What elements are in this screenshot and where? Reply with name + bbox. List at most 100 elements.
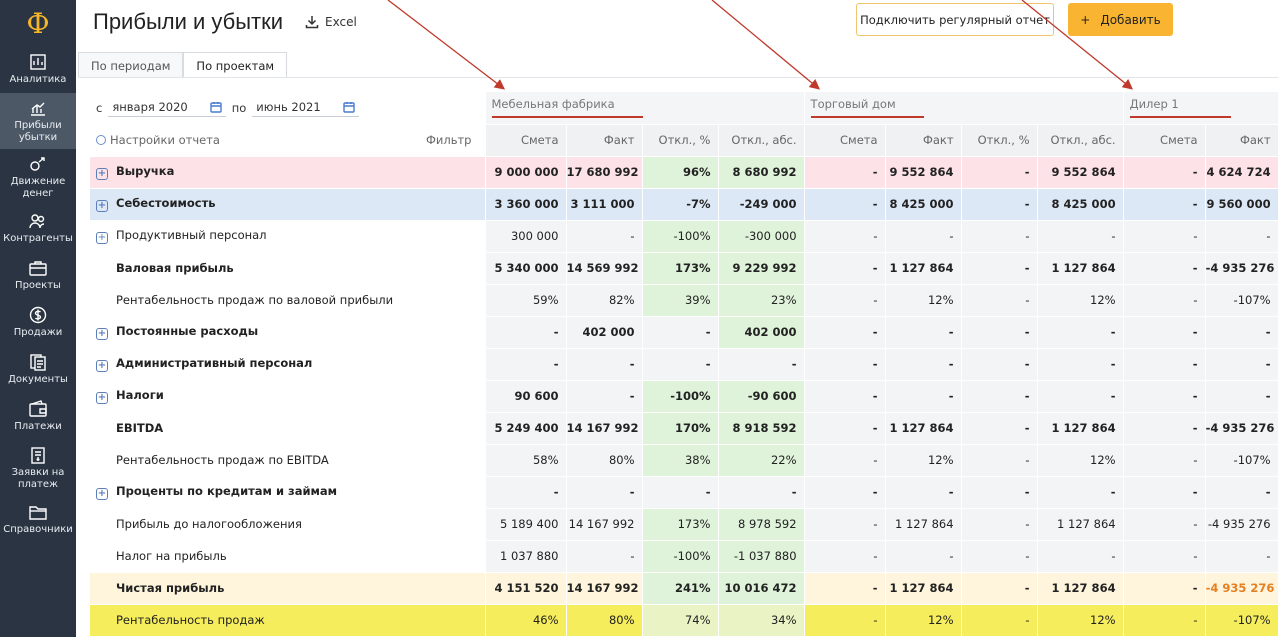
column-header[interactable]: Факт: [885, 124, 962, 157]
column-header[interactable]: Смета: [485, 124, 567, 157]
briefcase-icon: [28, 259, 48, 277]
table-cell: -: [1205, 540, 1278, 573]
table-cell: -: [1205, 220, 1278, 253]
table-cell: 173%: [642, 252, 719, 285]
row-label: Проценты по кредитам и займам: [116, 484, 338, 498]
table-cell: 8 978 592: [718, 508, 805, 541]
row-label-cell[interactable]: + Административный персонал: [90, 348, 486, 381]
table-cell: -: [1205, 380, 1278, 413]
add-button[interactable]: + Добавить: [1068, 3, 1173, 36]
expand-icon[interactable]: +: [96, 232, 108, 244]
report-settings-cell: Настройки отчета Фильтр: [90, 124, 486, 157]
sidebar-item-analytics[interactable]: Аналитика: [0, 46, 76, 93]
row-label: Продуктивный персонал: [116, 228, 267, 242]
table-cell: -: [1123, 156, 1206, 189]
sidebar-item-wallet[interactable]: Платежи: [0, 393, 76, 440]
table-row: + Выручка 9 000 000 17 680 992 96% 8 680 992-…: [90, 156, 1278, 189]
project-header-dealer: Дилер 1: [1123, 92, 1278, 125]
table-cell: 39%: [642, 284, 719, 317]
table-cell: -107%: [1205, 604, 1278, 637]
table-cell: -: [804, 476, 886, 509]
table-cell: 12%: [885, 444, 962, 477]
table-cell: -: [961, 348, 1038, 381]
expand-icon[interactable]: +: [96, 200, 108, 212]
table-cell: -4 935 276: [1205, 252, 1278, 285]
table-cell: 1 127 864: [1037, 508, 1124, 541]
table-cell: -: [961, 444, 1038, 477]
sidebar-item-briefcase[interactable]: Проекты: [0, 252, 76, 299]
row-label: Рентабельность продаж по EBITDA: [116, 453, 329, 467]
table-cell: -: [961, 156, 1038, 189]
table-row: + Административный персонал - - - - - - - - - -: [90, 348, 1278, 381]
table-cell: -: [804, 316, 886, 349]
excel-export-button[interactable]: Excel: [305, 15, 357, 29]
table-row: Рентабельность продаж по EBITDA 58% 80% 38%…: [90, 444, 1278, 477]
table-cell: -: [885, 476, 962, 509]
sidebar-item-documents[interactable]: Документы: [0, 346, 76, 393]
table-cell: -: [1123, 572, 1206, 605]
row-label: Прибыль до налогообложения: [116, 517, 302, 531]
column-header[interactable]: Факт: [566, 124, 643, 157]
row-label: Административный персонал: [116, 356, 313, 370]
schedule-report-button[interactable]: Подключить регулярный отчет: [856, 3, 1054, 36]
table-cell: 17 680 992: [566, 156, 643, 189]
row-label-cell: Прибыль до налогообложения: [90, 508, 486, 541]
table-cell: -: [804, 156, 886, 189]
row-label-cell[interactable]: + Себестоимость: [90, 188, 486, 221]
date-from-field[interactable]: января 2020: [108, 98, 226, 118]
column-header[interactable]: Откл., абс.: [1037, 124, 1124, 157]
table-cell: 1 037 880: [485, 540, 567, 573]
report-settings-link[interactable]: Настройки отчета: [96, 133, 220, 147]
sidebar-item-request[interactable]: Заявки на платеж: [0, 440, 76, 496]
expand-icon[interactable]: +: [96, 488, 108, 500]
row-label-cell[interactable]: + Проценты по кредитам и займам: [90, 476, 486, 509]
sidebar-item-profit[interactable]: Прибыли убытки: [0, 93, 76, 149]
column-header[interactable]: Откл., %: [642, 124, 719, 157]
tab-by-projects[interactable]: По проектам: [183, 52, 288, 78]
table-cell: -90 600: [718, 380, 805, 413]
sidebar-item-label: Аналитика: [9, 74, 67, 85]
table-cell: -: [1123, 380, 1206, 413]
table-cell: 14 569 992: [566, 252, 643, 285]
table-cell: -: [718, 348, 805, 381]
row-label-cell[interactable]: + Выручка: [90, 156, 486, 189]
sidebar-item-contacts[interactable]: Контрагенты: [0, 205, 76, 252]
column-header[interactable]: Факт: [1205, 124, 1278, 157]
expand-icon[interactable]: +: [96, 392, 108, 404]
expand-icon[interactable]: +: [96, 328, 108, 340]
table-cell: 173%: [642, 508, 719, 541]
sidebar-item-money-flow[interactable]: Движение денег: [0, 149, 76, 205]
table-cell: 3 111 000: [566, 188, 643, 221]
row-label-cell[interactable]: + Постоянные расходы: [90, 316, 486, 349]
calendar-icon[interactable]: [210, 101, 222, 113]
report-table-wrapper: с января 2020 по июнь 2021: [90, 92, 1278, 637]
sidebar-item-folder[interactable]: Справочники: [0, 496, 76, 543]
table-cell: 38%: [642, 444, 719, 477]
tab-by-periods[interactable]: По периодам: [78, 52, 184, 78]
table-cell: 1 127 864: [885, 572, 962, 605]
date-to-field[interactable]: июнь 2021: [252, 98, 359, 118]
filter-link[interactable]: Фильтр: [425, 133, 472, 147]
table-cell: 170%: [642, 412, 719, 445]
column-header[interactable]: Смета: [1123, 124, 1206, 157]
expand-icon[interactable]: +: [96, 360, 108, 372]
sidebar-item-label: Контрагенты: [3, 233, 73, 244]
row-label-cell[interactable]: + Налоги: [90, 380, 486, 413]
table-cell: -100%: [642, 380, 719, 413]
column-header[interactable]: Смета: [804, 124, 886, 157]
column-header[interactable]: Откл., %: [961, 124, 1038, 157]
table-cell: -: [1123, 316, 1206, 349]
project-header-trade: Торговый дом: [804, 92, 1124, 125]
expand-icon[interactable]: +: [96, 168, 108, 180]
column-header[interactable]: Откл., абс.: [718, 124, 805, 157]
calendar-icon[interactable]: [342, 101, 355, 113]
table-cell: -: [961, 316, 1038, 349]
analytics-icon: [28, 53, 48, 71]
table-cell: -4 935 276: [1205, 572, 1278, 605]
table-cell: 1 127 864: [885, 508, 962, 541]
table-cell: 74%: [642, 604, 719, 637]
app-logo[interactable]: Ф: [26, 6, 50, 40]
row-label-cell[interactable]: + Продуктивный персонал: [90, 220, 486, 253]
sidebar-item-dollar[interactable]: Продажи: [0, 299, 76, 346]
table-row: Налог на прибыль 1 037 880- -100% -1 037 88…: [90, 540, 1278, 573]
